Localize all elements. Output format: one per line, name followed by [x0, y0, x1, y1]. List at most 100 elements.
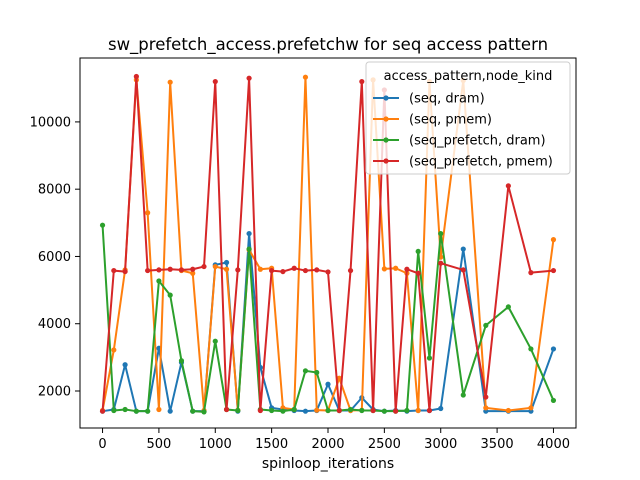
legend: access_pattern,node_kind (seq, dram)(seq…: [365, 61, 571, 175]
x-tick-label: 2000: [311, 437, 344, 452]
legend-label: (seq, dram): [409, 92, 485, 107]
series-2: [99, 222, 557, 415]
data-point: [122, 362, 128, 368]
data-point: [359, 78, 365, 85]
data-point: [347, 406, 354, 413]
data-point: [145, 210, 151, 216]
data-point: [483, 394, 489, 400]
y-tick-label: 2000: [38, 385, 71, 400]
legend-title: access_pattern,node_kind: [384, 69, 553, 84]
data-point: [404, 266, 410, 272]
data-point: [190, 408, 196, 414]
data-point: [505, 407, 511, 414]
data-point: [550, 237, 557, 243]
data-point: [145, 267, 151, 274]
data-point: [257, 407, 263, 414]
data-point: [257, 266, 263, 272]
data-point: [347, 267, 354, 274]
legend-marker: [383, 158, 389, 164]
legend-marker: [383, 95, 389, 101]
data-point: [223, 259, 230, 266]
data-point: [302, 267, 309, 274]
data-point: [201, 263, 207, 270]
data-point: [167, 408, 173, 414]
data-point: [302, 74, 309, 80]
data-point: [291, 406, 297, 413]
series-line: [101, 225, 555, 413]
data-point: [483, 405, 489, 411]
data-point: [111, 267, 117, 274]
data-point: [325, 407, 331, 414]
data-point: [381, 266, 387, 272]
data-point: [528, 270, 534, 276]
data-point: [438, 230, 444, 237]
chart-title: sw_prefetch_access.prefetchw for seq acc…: [108, 35, 548, 55]
x-tick-label: 1500: [255, 437, 288, 452]
data-point: [438, 405, 444, 412]
data-point: [325, 381, 331, 387]
data-point: [122, 406, 128, 413]
data-point: [550, 397, 557, 404]
data-point: [280, 408, 286, 414]
x-tick-label: 1000: [199, 437, 232, 452]
data-point: [156, 406, 162, 413]
data-point: [426, 355, 433, 361]
data-point: [156, 267, 162, 273]
legend-label: (seq, pmem): [409, 113, 492, 128]
data-point: [314, 267, 320, 273]
data-point: [178, 267, 185, 273]
data-point: [528, 405, 534, 411]
x-tick-label: 3000: [424, 437, 457, 452]
y-tick-label: 8000: [38, 183, 71, 198]
data-point: [133, 408, 139, 414]
data-point: [460, 246, 466, 252]
data-point: [291, 265, 297, 271]
y-axis: 2000 4000 6000 8000 10000: [30, 115, 80, 400]
data-point: [269, 407, 275, 414]
data-point: [269, 267, 275, 274]
data-point: [212, 78, 218, 85]
data-point: [528, 346, 534, 352]
data-point: [460, 392, 466, 398]
legend-entries: (seq, dram) (seq, pmem) (seq_prefetch, dra…: [373, 92, 553, 170]
data-point: [190, 266, 196, 272]
data-point: [212, 263, 218, 270]
x-tick-label: 2500: [368, 437, 401, 452]
x-tick-label: 500: [146, 437, 171, 452]
data-point: [246, 230, 252, 237]
data-point: [235, 407, 241, 414]
data-point: [415, 248, 421, 255]
legend-label: (seq_prefetch, dram): [409, 134, 546, 149]
data-point: [550, 267, 557, 274]
data-point: [505, 183, 511, 189]
data-point: [145, 408, 151, 414]
data-point: [167, 266, 173, 272]
data-point: [178, 358, 185, 364]
data-point: [167, 292, 173, 298]
data-point: [426, 407, 433, 414]
data-point: [133, 73, 139, 80]
data-point: [280, 268, 286, 275]
data-point: [111, 407, 117, 414]
data-point: [99, 222, 106, 228]
data-point: [325, 269, 331, 275]
x-tick-label: 4000: [537, 437, 570, 452]
data-point: [201, 409, 207, 415]
data-point: [223, 406, 230, 413]
legend-marker: [383, 137, 389, 143]
data-point: [438, 260, 444, 266]
data-point: [167, 79, 173, 85]
x-tick-label: 0: [98, 437, 106, 452]
data-point: [505, 304, 511, 310]
legend-marker: [383, 116, 389, 122]
data-point: [460, 267, 466, 273]
data-point: [190, 270, 196, 276]
data-point: [122, 268, 128, 275]
data-point: [370, 407, 376, 414]
data-point: [246, 246, 252, 252]
data-point: [246, 75, 252, 81]
y-tick-label: 4000: [38, 317, 71, 332]
data-point: [302, 368, 309, 374]
data-point: [302, 408, 309, 414]
